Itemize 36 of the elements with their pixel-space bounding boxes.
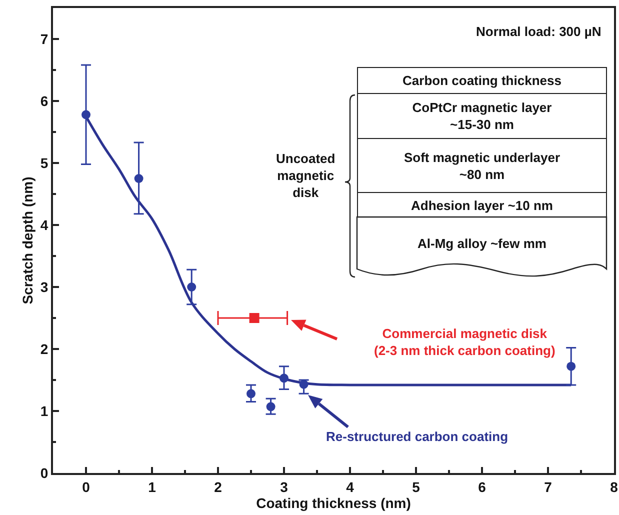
annotation: Adhesion layer ~10 nm [357, 192, 607, 218]
annotation: Uncoated magnetic disk [276, 151, 336, 200]
y-tick-label: 3 [40, 278, 48, 295]
annotation: Al-Mg alloy ~few mm [357, 217, 607, 269]
y-tick-label: 0 [40, 464, 48, 481]
point [246, 389, 256, 398]
y-tick-label: 7 [40, 30, 48, 47]
y-tick-label: 6 [40, 92, 48, 109]
y-axis-title: Scratch depth (nm) [20, 176, 36, 304]
point [566, 362, 576, 371]
x-tick-label: 5 [412, 478, 420, 495]
y-tick-label: 5 [40, 154, 48, 171]
point [249, 313, 260, 323]
x-tick-label: 0 [82, 478, 90, 495]
point [134, 174, 144, 183]
x-tick-label: 8 [610, 478, 618, 495]
x-axis-title: Coating thickness (nm) [256, 494, 411, 511]
y-tick-label: 1 [40, 402, 48, 419]
annotation: Re-structured carbon coating [326, 429, 508, 444]
point [82, 110, 90, 120]
x-tick-label: 4 [346, 478, 354, 495]
annotation: Commercial magnetic disk (2-3 nm thick carbon coating) [374, 326, 556, 358]
x-tick-label: 6 [478, 478, 486, 495]
annotation: Carbon coating thickness [357, 67, 607, 94]
x-tick-label: 7 [544, 478, 552, 495]
annotation: Normal load: 300 µN [476, 24, 602, 39]
annotation: CoPtCr magnetic layer ~15-30 nm [357, 93, 607, 139]
point [187, 282, 196, 292]
x-tick-label: 2 [214, 478, 222, 495]
x-tick-label: 3 [280, 478, 288, 495]
point [280, 374, 288, 383]
annotation: Soft magnetic underlayer ~80 nm [357, 138, 607, 193]
y-tick-label: 2 [40, 340, 48, 357]
y-tick-label: 4 [40, 216, 48, 233]
point [299, 380, 308, 389]
x-tick-label: 1 [148, 478, 156, 495]
